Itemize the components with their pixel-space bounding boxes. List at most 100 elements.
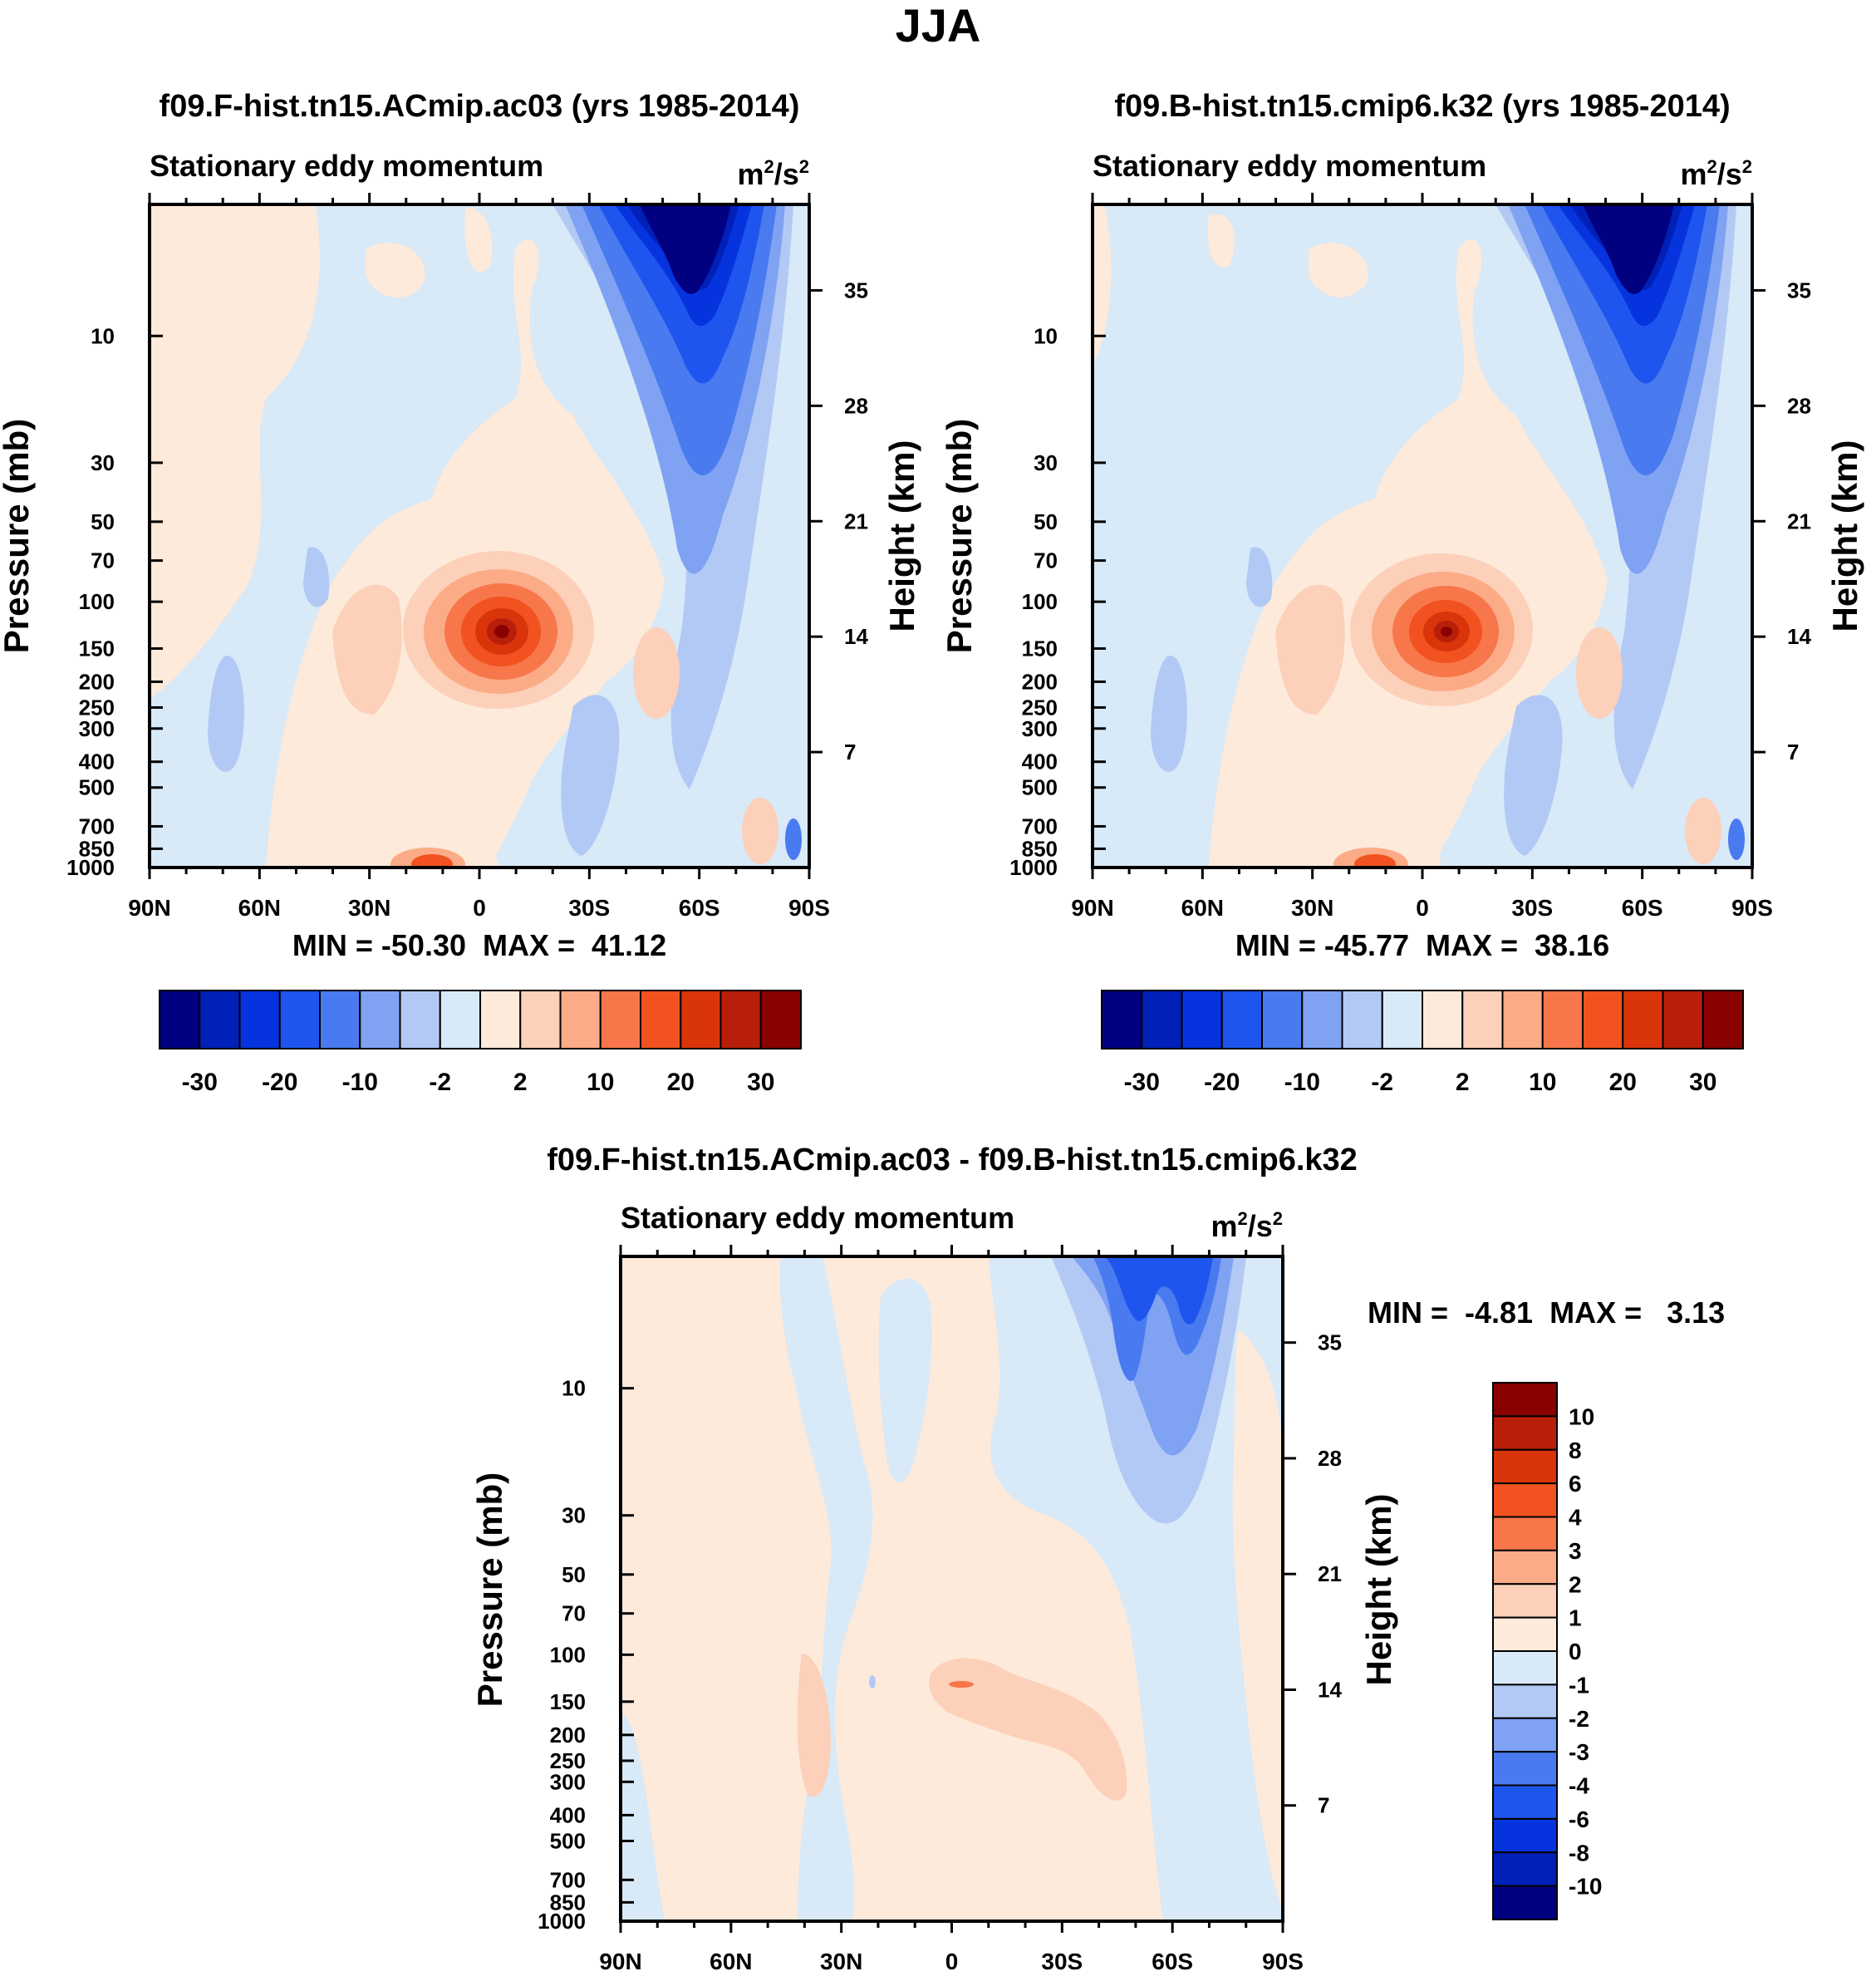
contour-field [150, 204, 809, 868]
colorbar-label: -10 [1284, 1069, 1320, 1096]
y-tick-label: 400 [79, 750, 115, 774]
y-tick-label: 200 [1022, 669, 1058, 694]
colorbar-box [680, 990, 722, 1049]
colorbar-label: 0 [1569, 1639, 1582, 1664]
height-tick-label: 14 [1318, 1677, 1342, 1702]
colorbar-label: -30 [1124, 1069, 1160, 1096]
y-tick-label: 500 [1022, 775, 1058, 800]
colorbar-label: -20 [1204, 1069, 1240, 1096]
height-tick-label: 28 [844, 393, 868, 418]
colorbar-label: -3 [1569, 1739, 1589, 1765]
colorbar-label: -20 [262, 1069, 297, 1096]
y-axis-label: Pressure (mb) [940, 419, 979, 653]
colorbar-label: 30 [1689, 1069, 1716, 1096]
y-tick-label: 150 [1022, 636, 1058, 661]
colorbar-box [1492, 1851, 1558, 1887]
colorbar-box [1541, 990, 1584, 1049]
colorbar-label: 3 [1569, 1538, 1582, 1564]
colorbar-box [1492, 1717, 1558, 1753]
colorbar-box [1261, 990, 1304, 1049]
contour-band-positive [494, 625, 509, 638]
y-tick-label: 50 [91, 509, 115, 534]
colorbar-box [399, 990, 441, 1049]
x-tick-label: 90N [599, 1949, 641, 1974]
contour-band-negative [785, 818, 802, 860]
contour-band-negative [1504, 695, 1563, 856]
colorbar-box [1492, 1382, 1558, 1418]
contour-band-negative [878, 1278, 932, 1483]
contour-band-negative [1105, 1256, 1213, 1325]
x-axis: 90N 60N 30N 0 30S 60S 90S [128, 193, 830, 921]
height-tick-label: 21 [844, 509, 868, 533]
colorbar-label: 20 [1609, 1069, 1637, 1096]
contour-band-negative [1583, 204, 1674, 294]
colorbar-box [1582, 990, 1624, 1049]
x-tick-label: 0 [473, 895, 486, 921]
contour-band-positive [1275, 584, 1345, 715]
colorbar-box [1492, 1885, 1558, 1920]
colorbar-box [319, 990, 361, 1049]
contour-band-positive [797, 1654, 831, 1797]
x-tick-label: 90S [788, 895, 830, 921]
x-tick-label: 90S [1731, 895, 1773, 921]
contour-band-positive [1685, 798, 1721, 864]
colorbar-box [599, 990, 641, 1049]
y-tick-label: 300 [550, 1769, 586, 1794]
y-tick-label: 700 [1022, 814, 1058, 838]
colorbar: -30 -20 -10 -2 2 10 20 30 [1101, 990, 1744, 1096]
contour-band-negative [779, 1256, 873, 1921]
panel-title: f09.F-hist.tn15.ACmip.ac03 (yrs 1985-201… [160, 89, 800, 124]
y-tick-label: 850 [550, 1890, 586, 1915]
height-tick-label: 7 [1318, 1793, 1329, 1818]
panel-left-string: Stationary eddy momentum [1093, 149, 1486, 183]
height-tick-label: 21 [1318, 1561, 1342, 1586]
colorbar-box [640, 990, 682, 1049]
colorbar-box [359, 990, 401, 1049]
panel-left-string: Stationary eddy momentum [621, 1201, 1014, 1235]
colorbar-box [1141, 990, 1183, 1049]
y-tick-label: 850 [1022, 836, 1058, 861]
contour-band-positive [366, 243, 425, 298]
colorbar-label: -10 [1569, 1874, 1602, 1900]
y-tick-label: 70 [1034, 548, 1058, 573]
y-tick-label: 1000 [66, 855, 115, 880]
height-tick-label: 21 [1787, 509, 1811, 533]
y-tick-label: 1000 [538, 1909, 586, 1934]
x-tick-label: 30N [1291, 895, 1333, 921]
contour-band-positive [1309, 243, 1368, 298]
panel-title: f09.B-hist.tn15.cmip6.k32 (yrs 1985-2014… [1114, 89, 1730, 124]
colorbar-box [1492, 1784, 1558, 1820]
y-tick-label: 30 [1034, 450, 1058, 475]
contour-band-positive [1441, 627, 1452, 637]
height-axis-label: Height (km) [882, 440, 921, 632]
y-tick-label: 500 [550, 1828, 586, 1853]
y-tick-label: 200 [79, 669, 115, 694]
colorbar-label: 2 [513, 1069, 528, 1096]
colorbar-label: -2 [429, 1069, 451, 1096]
colorbar-box [439, 990, 481, 1049]
y-tick-label: 30 [91, 450, 115, 475]
colorbar-box [1301, 990, 1343, 1049]
colorbar-label: -1 [1569, 1672, 1589, 1698]
x-tick-label: 30N [820, 1949, 862, 1974]
colorbar-box [1492, 1650, 1558, 1686]
y-tick-label: 10 [1034, 323, 1058, 348]
contour-band-positive [1354, 854, 1396, 868]
x-tick-label: 30S [568, 895, 610, 921]
colorbar-box [759, 990, 802, 1049]
y-tick-label: 250 [550, 1748, 586, 1773]
contour-band-positive [929, 1658, 1127, 1801]
height-tick-label: 7 [1787, 740, 1799, 764]
y-tick-label: 700 [79, 814, 115, 838]
y-tick-label: 250 [79, 695, 115, 720]
units-label: m2/s2 [1211, 1208, 1283, 1243]
colorbar-box [1422, 990, 1464, 1049]
x-tick-label: 90N [1071, 895, 1113, 921]
y-tick-label: 30 [562, 1503, 586, 1528]
contour-band-positive [332, 584, 402, 715]
units-label: m2/s2 [1680, 156, 1752, 191]
contour-band-positive [1232, 1330, 1283, 1911]
